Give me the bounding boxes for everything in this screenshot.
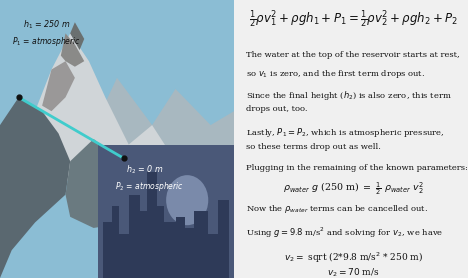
Polygon shape	[12, 33, 175, 181]
Text: so these terms drop out as well.: so these terms drop out as well.	[246, 143, 380, 151]
Polygon shape	[61, 33, 84, 67]
Bar	[112, 206, 119, 278]
Polygon shape	[66, 139, 140, 228]
Text: Lastly, $P_1 = P_2$, which is atmospheric pressure,: Lastly, $P_1 = P_2$, which is atmospheri…	[246, 126, 444, 140]
Text: $P_1$ = atmospheric: $P_1$ = atmospheric	[12, 36, 80, 48]
Polygon shape	[82, 78, 234, 172]
Text: $P_2$ = atmospheric: $P_2$ = atmospheric	[115, 180, 183, 193]
Bar	[185, 228, 194, 278]
Polygon shape	[0, 97, 70, 278]
Bar	[164, 222, 176, 278]
Text: Now the $\rho_{water}$ terms can be cancelled out.: Now the $\rho_{water}$ terms can be canc…	[246, 203, 428, 215]
Bar	[119, 234, 129, 278]
Text: $\rho_{water}\ g$ (250 m) $=\ \frac{1}{2}\ \rho_{water}\ v_2^2$: $\rho_{water}\ g$ (250 m) $=\ \frac{1}{2…	[283, 180, 424, 197]
Bar	[218, 200, 229, 278]
Text: $\frac{1}{2}\rho v_1^2 + \rho g h_1 + P_1 = \frac{1}{2}\rho v_2^2 + \rho g h_2 +: $\frac{1}{2}\rho v_1^2 + \rho g h_1 + P_…	[249, 8, 458, 30]
Polygon shape	[42, 61, 75, 111]
Bar	[103, 222, 112, 278]
Text: $v_2 =$ sqrt (2*9.8 m/s$^2$ * 250 m): $v_2 =$ sqrt (2*9.8 m/s$^2$ * 250 m)	[284, 250, 423, 265]
Bar	[147, 172, 157, 278]
Text: Plugging in the remaining of the known parameters:: Plugging in the remaining of the known p…	[246, 164, 468, 172]
Text: Since the final height ($h_2$) is also zero, this term: Since the final height ($h_2$) is also z…	[246, 89, 451, 102]
Text: $v_2 = 70$ m/s: $v_2 = 70$ m/s	[327, 266, 380, 278]
Polygon shape	[70, 22, 84, 50]
Bar	[129, 195, 140, 278]
Text: $h_2$ = 0 m: $h_2$ = 0 m	[126, 163, 164, 176]
Bar	[194, 211, 208, 278]
Bar	[157, 206, 164, 278]
Text: The water at the top of the reservoir starts at rest,: The water at the top of the reservoir st…	[246, 51, 459, 59]
Text: drops out, too.: drops out, too.	[246, 105, 307, 113]
Text: $h_1$ = 250 m: $h_1$ = 250 m	[23, 19, 71, 31]
Bar	[140, 211, 147, 278]
Bar	[208, 234, 218, 278]
Bar	[176, 217, 185, 278]
Circle shape	[166, 175, 208, 225]
Bar	[98, 145, 234, 278]
Text: so $v_1$ is zero, and the first term drops out.: so $v_1$ is zero, and the first term dro…	[246, 68, 425, 80]
Text: Using $g = 9.8$ m/s$^2$ and solving for $v_2$, we have: Using $g = 9.8$ m/s$^2$ and solving for …	[246, 226, 443, 240]
